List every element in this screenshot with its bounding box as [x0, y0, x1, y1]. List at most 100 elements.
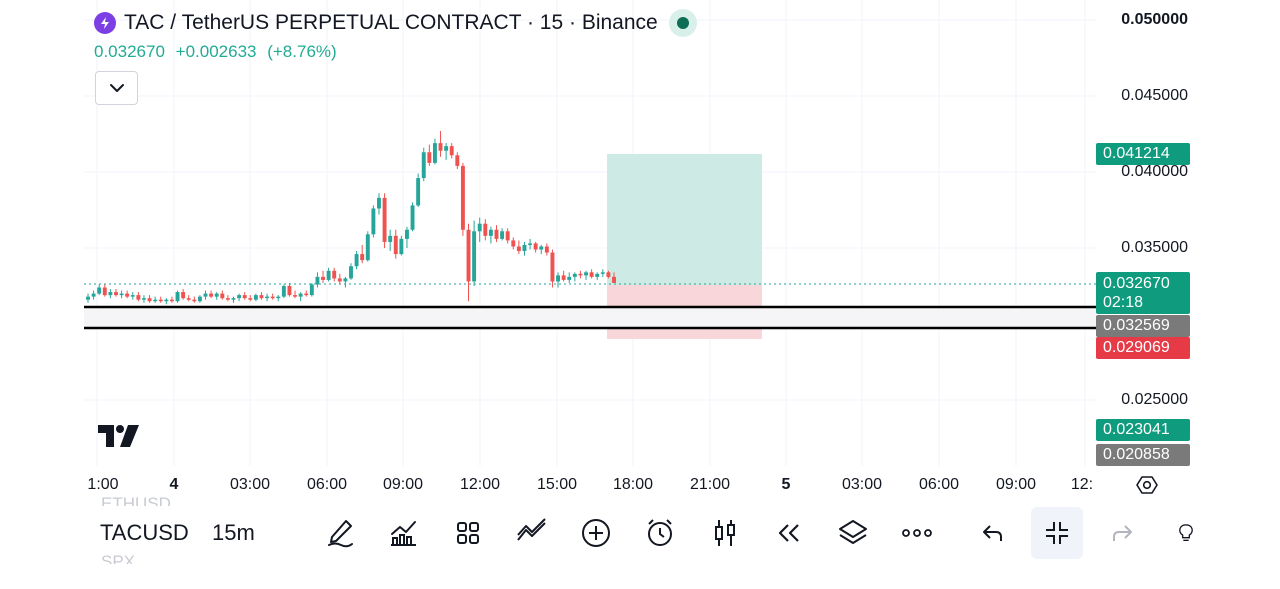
low-price-tag: 0.023041: [1096, 419, 1190, 441]
time-axis-label: 5: [781, 476, 791, 493]
candle-body: [130, 295, 135, 297]
candle-body: [304, 293, 309, 296]
time-axis-label: 06:00: [306, 476, 348, 493]
profit-zone[interactable]: [607, 154, 762, 285]
redo-icon[interactable]: [1104, 515, 1140, 551]
replay-icon[interactable]: [771, 515, 807, 551]
candle-body: [175, 292, 180, 302]
compare-icon[interactable]: [514, 515, 550, 551]
candle-body: [349, 266, 353, 279]
candle-body: [556, 275, 561, 282]
tradingview-logo-icon: [98, 425, 139, 447]
candle-body: [91, 293, 96, 297]
candle-body: [102, 287, 107, 296]
candle-body: [600, 272, 605, 274]
collapse-icon[interactable]: [1031, 507, 1083, 559]
candle-body: [203, 293, 208, 297]
price-axis-label: 0.050000: [1121, 11, 1188, 28]
bar-style-icon[interactable]: [707, 515, 743, 551]
candle-body: [511, 240, 516, 247]
candle-body: [192, 299, 197, 302]
undo-icon[interactable]: [975, 515, 1011, 551]
symbol-selector[interactable]: TACUSD: [100, 520, 189, 545]
candle-body: [293, 295, 298, 297]
candle-body: [483, 223, 488, 236]
chart-header: TAC / TetherUS PERPETUAL CONTRACT · 15 ·…: [94, 8, 697, 62]
market-status-icon[interactable]: [668, 9, 697, 37]
collapse-legend-button[interactable]: [95, 71, 138, 105]
bulb-icon[interactable]: [1176, 515, 1196, 551]
candle-body: [147, 298, 152, 302]
candle-body: [225, 298, 230, 300]
candle-body: [444, 146, 449, 151]
brush-icon[interactable]: [322, 515, 358, 551]
last-price: 0.032670: [94, 42, 165, 61]
candle-body: [382, 197, 387, 242]
candle-body: [326, 270, 331, 280]
candle-body: [309, 284, 314, 296]
candle-body: [332, 270, 337, 279]
candle-body: [589, 272, 594, 277]
candle-body: [209, 293, 214, 297]
symbol-list-next[interactable]: SPX: [101, 552, 136, 564]
candle-body: [136, 295, 141, 300]
range-band: [84, 307, 1096, 328]
candle-body: [550, 252, 555, 282]
symbol-list-prev[interactable]: ETHUSD: [101, 494, 171, 506]
candle-body: [315, 276, 320, 285]
candle-body: [287, 286, 292, 296]
interval-selector[interactable]: 15m: [212, 520, 255, 545]
time-axis-label: 03:00: [841, 476, 883, 493]
price-change-pct: (+8.76%): [267, 42, 337, 61]
candle-body: [197, 296, 202, 302]
candle-body: [281, 286, 286, 297]
candle-body: [86, 296, 90, 300]
alert-icon[interactable]: [642, 515, 678, 551]
candle-body: [421, 152, 426, 179]
candle-body: [388, 235, 393, 242]
candle-body: [181, 292, 186, 299]
price-change: +0.002633: [175, 42, 257, 61]
candle-body: [248, 298, 253, 300]
target-price-tag: 0.041214: [1096, 143, 1190, 165]
price-chart[interactable]: [0, 0, 1280, 505]
price-axis-label: 0.025000: [1121, 391, 1188, 408]
candle-body: [220, 293, 225, 299]
more-icon[interactable]: [899, 515, 935, 551]
price-summary: 0.032670 +0.002633 (+8.76%): [94, 42, 697, 62]
candle-body: [466, 229, 471, 282]
entry-price-tag: 0.032569: [1096, 315, 1190, 337]
candle-body: [119, 293, 124, 296]
candle-body: [214, 293, 219, 297]
candle-body: [164, 299, 169, 302]
time-axis-label: 06:00: [918, 476, 960, 493]
candle-body: [516, 246, 521, 252]
candle-body: [455, 155, 460, 166]
templates-icon[interactable]: [450, 515, 486, 551]
candle-body: [567, 276, 572, 280]
candle-body: [539, 246, 544, 250]
candle-body: [404, 229, 409, 239]
candle-body: [360, 254, 365, 261]
low-price-tag: 0.020858: [1096, 444, 1190, 466]
settings-icon[interactable]: [1136, 474, 1158, 496]
indicators-icon[interactable]: [386, 515, 422, 551]
candle-body: [544, 246, 549, 253]
time-axis-label: 03:00: [229, 476, 271, 493]
candle-body: [253, 295, 258, 300]
candle-body: [472, 231, 477, 282]
layers-icon[interactable]: [835, 515, 871, 551]
candle-body: [125, 293, 130, 297]
candle-body: [432, 143, 437, 163]
candle-body: [561, 275, 566, 280]
candle-body: [259, 295, 264, 299]
candle-body: [97, 287, 102, 294]
time-axis-label: 21:00: [689, 476, 731, 493]
candle-body: [153, 299, 158, 302]
time-axis-label: 12:: [1070, 476, 1094, 493]
candle-body: [158, 299, 163, 302]
add-icon[interactable]: [578, 515, 614, 551]
current-price-value: 0.032670: [1103, 275, 1170, 292]
time-axis-label: 18:00: [612, 476, 654, 493]
candles: [86, 130, 616, 305]
